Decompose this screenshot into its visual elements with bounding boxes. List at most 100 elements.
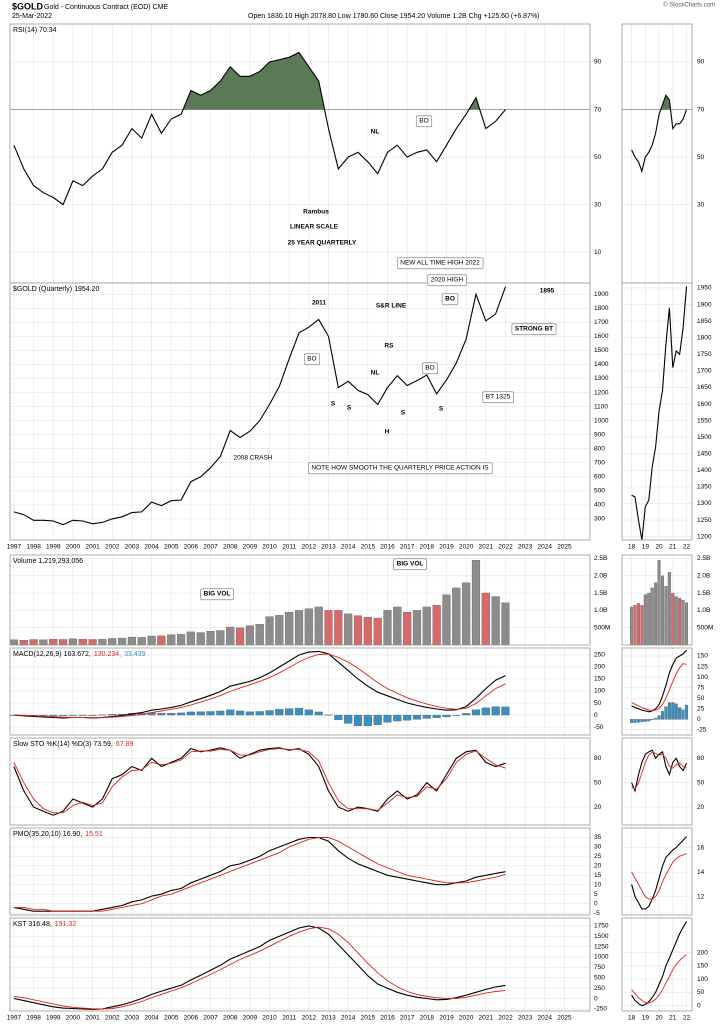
x-tick-label: 2023 [518,1015,533,1022]
bar [462,713,471,716]
annotation-box [441,293,459,306]
series-line [631,649,687,713]
panel-frame [621,647,693,736]
bar [636,719,640,723]
y-tick-label: 2.0B [594,572,607,579]
panel-background [10,828,590,915]
x-tick-label: 2000 [66,544,81,551]
bar [285,708,294,716]
panel-background [622,24,692,283]
bar [633,719,637,723]
x-tick-label: 2011 [282,544,296,551]
series-line [631,954,687,1004]
annotation-box [511,323,557,336]
legend-entry: MACD(12,26,9) 163.672, [13,651,91,658]
x-tick-label: 2005 [164,1015,179,1022]
legend: KST 316.48, 191.32 [13,921,76,928]
y-tick-label: 12 [697,893,705,900]
bar [176,634,186,646]
y-tick-label: 0 [594,712,598,719]
x-tick-label: 2007 [203,544,218,551]
panel-background [10,738,590,825]
panel-frame [9,737,591,826]
quote: Open 1830.10 High 2078.80 Low 1780.60 Cl… [248,13,540,20]
y-tick-label: 1700 [697,368,712,375]
x-tick-label: 2016 [380,1015,395,1022]
y-tick-label: 50 [594,154,602,161]
bar [147,635,156,646]
bar [684,704,689,720]
bar [363,714,372,727]
legend-entry: Slow STO %K(14) %D(3) 73.59, [13,741,113,748]
y-tick-label: 1200 [594,389,609,396]
bar [167,712,176,716]
bar [353,615,363,646]
bar [206,631,215,646]
x-tick-label: 2019 [439,544,454,551]
annotation: 25 YEAR QUARTERLY [288,240,357,247]
y-tick-label: 750 [594,964,605,971]
annotation: BO [425,365,434,372]
legend-entry: KST 316.48, [13,921,52,928]
bar [49,714,58,716]
bar [393,714,402,722]
x-tick-label: 2003 [125,1015,140,1022]
panel-background [622,828,692,915]
y-tick-label: 1.0B [697,607,710,614]
y-tick-label: 10 [594,249,602,256]
panel-background [10,283,590,540]
bar [462,582,471,646]
bar [117,637,127,646]
series-line [13,286,507,526]
bar [650,719,654,721]
annotation: H [385,429,390,436]
legend: RSI(14) 70.34 [13,27,57,34]
bar [678,707,682,720]
y-tick-label: 1500 [594,347,609,354]
series-line [13,653,506,719]
x-tick-label: 2008 [223,544,238,551]
bar [304,709,313,716]
y-tick-label: 1900 [594,291,609,298]
y-tick-label: 1400 [594,361,609,368]
panel-background [622,283,692,540]
annotation: Rambus [303,209,329,216]
y-tick-label: 0 [697,1002,701,1009]
x-tick-label: 2002 [105,544,120,551]
bar [647,592,651,646]
credit: © StockCharts.com [663,2,715,9]
x-tick-label: 1998 [26,1015,41,1022]
annotation: STRONG BT [515,326,553,333]
bar [393,606,402,646]
bar [654,582,658,646]
bar [334,714,343,721]
bar [471,709,481,716]
panel-background [10,648,590,735]
annotation-box [427,274,467,287]
x-tick-label: 2021 [479,544,494,551]
y-tick-label: 14 [697,869,705,876]
y-tick-label: 1.0B [594,607,607,614]
y-tick-label: 50 [697,989,705,996]
bar [344,714,353,724]
panel-frame [621,737,693,826]
instrument-name: Gold - Continuous Contract (EOD) CME [44,4,168,11]
bar [206,711,215,716]
bar [643,594,647,646]
y-tick-label: 2.5B [594,555,607,562]
bar [196,711,205,716]
y-tick-label: 0 [594,995,598,1002]
bar [68,638,77,646]
bar [226,626,235,646]
bar [442,594,451,646]
bar [78,714,87,716]
y-tick-label: 100 [594,688,605,695]
x-tick-label: 2004 [144,1015,159,1022]
bar [640,719,644,723]
y-tick-label: 1250 [697,517,712,524]
bar [255,624,264,646]
bar [216,630,225,646]
x-tick-label: 2001 [85,544,100,551]
y-tick-label: 300 [594,516,605,523]
bar [235,710,245,716]
